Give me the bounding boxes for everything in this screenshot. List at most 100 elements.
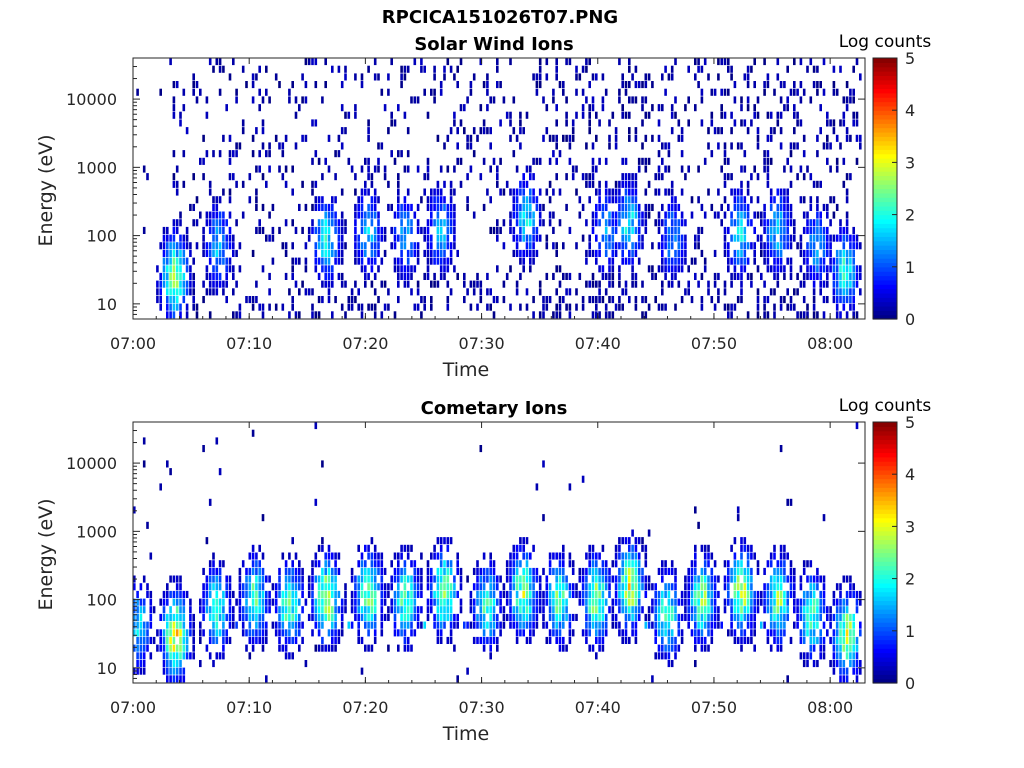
spectrogram-cell <box>169 234 172 242</box>
spectrogram-cell <box>624 575 628 583</box>
spectrogram-cell <box>651 621 654 629</box>
spectrogram-cell <box>258 636 261 644</box>
spectrogram-cell <box>687 613 690 621</box>
spectrogram-cell <box>321 257 324 265</box>
spectrogram-cell <box>281 242 285 250</box>
spectrogram-cell <box>535 483 539 491</box>
spectrogram-cell <box>740 257 743 265</box>
spectrogram-cell <box>416 203 420 211</box>
spectrogram-cell <box>456 567 459 575</box>
spectrogram-cell <box>331 311 334 319</box>
spectrogram-cell <box>842 249 846 257</box>
spectrogram-cell <box>743 583 747 591</box>
spectrogram-cell <box>294 621 298 629</box>
spectrogram-cell <box>472 280 476 288</box>
spectrogram-cell <box>700 629 704 637</box>
spectrogram-cell <box>288 613 291 621</box>
spectrogram-cell <box>806 629 809 637</box>
spectrogram-cell <box>185 127 189 135</box>
spectrogram-cell <box>598 613 601 621</box>
spectrogram-cell <box>182 180 186 188</box>
spectrogram-cell <box>519 629 522 637</box>
spectrogram-cell <box>321 598 324 606</box>
spectrogram-cell <box>694 58 697 66</box>
spectrogram-cell <box>542 311 545 319</box>
spectrogram-cell <box>413 583 417 591</box>
spectrogram-cell <box>727 242 730 250</box>
spectrogram-cell <box>261 552 265 560</box>
spectrogram-cell <box>743 150 747 158</box>
spectrogram-cell <box>802 211 806 219</box>
spectrogram-cell <box>284 613 288 621</box>
spectrogram-cell <box>403 629 407 637</box>
spectrogram-cell <box>631 567 634 575</box>
spectrogram-cell <box>809 652 813 660</box>
spectrogram-cell <box>664 142 667 150</box>
spectrogram-cell <box>453 234 456 242</box>
y-axis-label: Energy (eV) <box>35 498 57 610</box>
spectrogram-cell <box>644 552 648 560</box>
spectrogram-cell <box>766 560 770 568</box>
spectrogram-cell <box>512 127 516 135</box>
spectrogram-cell <box>535 567 539 575</box>
spectrogram-cell <box>387 644 390 652</box>
spectrogram-cell <box>380 88 384 96</box>
spectrogram-cell <box>360 303 364 311</box>
spectrogram-cell <box>565 303 568 311</box>
spectrogram-cell <box>324 265 327 273</box>
spectrogram-cell <box>218 88 222 96</box>
spectrogram-cell <box>806 590 809 598</box>
spectrogram-cell <box>397 104 400 112</box>
spectrogram-cell <box>809 613 813 621</box>
spectrogram-cell <box>166 257 169 265</box>
spectrogram-cell <box>265 606 268 614</box>
spectrogram-cell <box>360 590 364 598</box>
spectrogram-cell <box>360 249 364 257</box>
spectrogram-cell <box>420 606 423 614</box>
spectrogram-cell <box>756 111 760 119</box>
spectrogram-cell <box>684 606 687 614</box>
spectrogram-cell <box>265 675 268 683</box>
spectrogram-cell <box>512 560 516 568</box>
spectrogram-cell <box>360 81 364 89</box>
spectrogram-cell <box>661 257 664 265</box>
spectrogram-cell <box>291 598 294 606</box>
spectrogram-cell <box>766 219 770 227</box>
spectrogram-cell <box>667 226 671 234</box>
spectrogram-cell <box>446 219 450 227</box>
spectrogram-cell <box>182 242 186 250</box>
spectrogram-cell <box>723 249 727 257</box>
spectrogram-cell <box>443 242 446 250</box>
spectrogram-cell <box>340 142 344 150</box>
spectrogram-cell <box>859 134 862 142</box>
spectrogram-cell <box>628 111 631 119</box>
spectrogram-cell <box>400 567 403 575</box>
colorbar-segment <box>873 131 897 137</box>
spectrogram-cell <box>357 636 360 644</box>
spectrogram-cell <box>819 629 822 637</box>
spectrogram-cell <box>430 575 433 583</box>
spectrogram-cell <box>657 598 661 606</box>
spectrogram-cell <box>212 636 215 644</box>
spectrogram-cell <box>357 303 360 311</box>
spectrogram-cell <box>525 598 529 606</box>
spectrogram-cell <box>832 257 836 265</box>
spectrogram-cell <box>624 552 628 560</box>
spectrogram-cell <box>842 636 846 644</box>
spectrogram-cell <box>538 583 542 591</box>
spectrogram-cell <box>205 598 209 606</box>
spectrogram-cell <box>697 65 700 73</box>
spectrogram-cell <box>849 660 852 668</box>
spectrogram-cell <box>558 644 562 652</box>
spectrogram-cell <box>601 544 605 552</box>
spectrogram-cell <box>403 165 407 173</box>
spectrogram-cell <box>779 583 783 591</box>
spectrogram-cell <box>172 667 176 675</box>
spectrogram-cell <box>727 226 730 234</box>
spectrogram-cell <box>578 73 582 81</box>
spectrogram-cell <box>690 598 694 606</box>
spectrogram-cell <box>159 288 162 296</box>
spectrogram-cell <box>641 234 644 242</box>
spectrogram-cell <box>740 621 743 629</box>
spectrogram-cell <box>766 226 770 234</box>
